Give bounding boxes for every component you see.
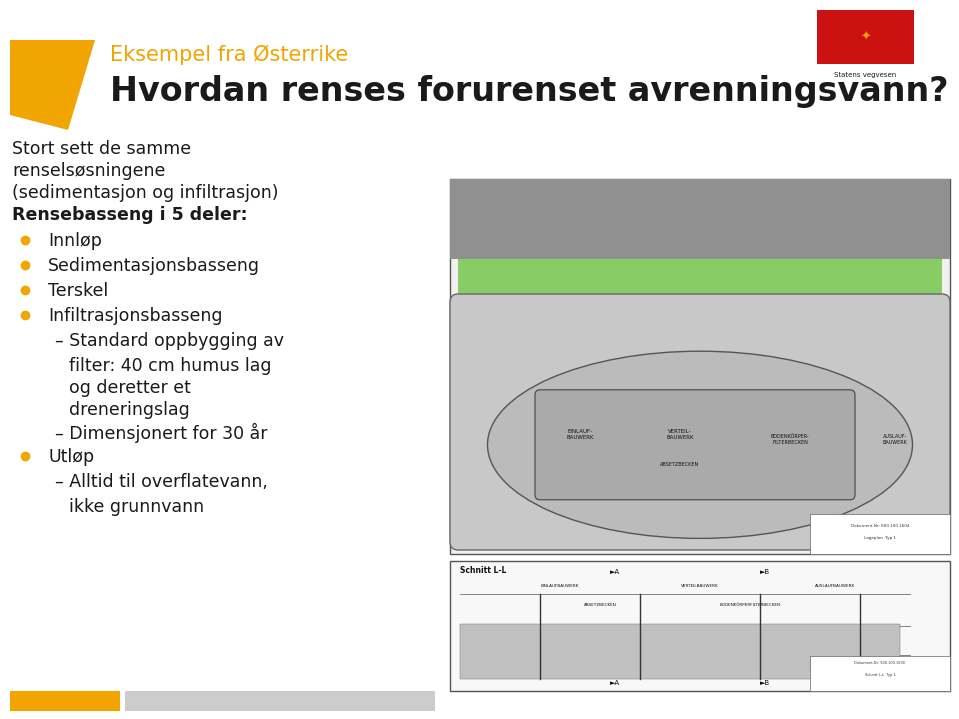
Text: Infiltrasjonsbasseng: Infiltrasjonsbasseng [48, 307, 222, 325]
Text: Dokument-Nr: 600.100.1604: Dokument-Nr: 600.100.1604 [851, 524, 909, 528]
Text: Rensebasseng i 5 deler:: Rensebasseng i 5 deler: [12, 206, 247, 224]
Text: dreneringslag: dreneringslag [69, 401, 190, 419]
Text: Sedimentasjonsbasseng: Sedimentasjonsbasseng [48, 257, 260, 275]
Text: og deretter et: og deretter et [69, 379, 191, 397]
Text: BODENKÖRPER-
FILTERBECKEN: BODENKÖRPER- FILTERBECKEN [771, 434, 809, 445]
Text: Schnitt L-L: Schnitt L-L [460, 566, 506, 575]
Bar [458, 259, 942, 294]
Text: ✦: ✦ [860, 31, 871, 44]
Text: EINLAUF-
BAUWERK: EINLAUF- BAUWERK [566, 429, 594, 440]
Bar [10, 691, 120, 711]
Text: – Alltid til overflatevann,: – Alltid til overflatevann, [55, 473, 268, 491]
FancyBboxPatch shape [817, 10, 914, 64]
Bar [810, 514, 950, 554]
Text: AUSLAUFBAUWERK: AUSLAUFBAUWERK [815, 585, 855, 588]
FancyBboxPatch shape [535, 390, 855, 500]
Text: Innløp: Innløp [48, 232, 102, 250]
Text: ►B: ►B [760, 569, 770, 575]
Text: (sedimentasjon og infiltrasjon): (sedimentasjon og infiltrasjon) [12, 184, 278, 202]
Text: BODENKÖRPERFILTERBECKEN: BODENKÖRPERFILTERBECKEN [719, 603, 781, 607]
Bar [125, 691, 435, 711]
Text: ABSETZBECKEN: ABSETZBECKEN [661, 462, 700, 467]
Ellipse shape [487, 351, 913, 539]
Text: Terskel: Terskel [48, 282, 108, 300]
Text: – Dimensjonert for 30 år: – Dimensjonert for 30 år [55, 423, 268, 443]
Polygon shape [10, 40, 95, 130]
Text: VERTEIL-
BAUWERK: VERTEIL- BAUWERK [667, 429, 693, 440]
Text: EINLAUFBAUWERK: EINLAUFBAUWERK [541, 585, 579, 588]
Text: Dokument-Nr: 900.100.1500: Dokument-Nr: 900.100.1500 [854, 661, 905, 665]
Text: – Standard oppbygging av: – Standard oppbygging av [55, 332, 284, 350]
FancyBboxPatch shape [450, 294, 950, 550]
Bar [810, 656, 950, 691]
Text: Schnitt L-L  Typ 1: Schnitt L-L Typ 1 [865, 673, 896, 677]
Text: ABSETZBECKEN: ABSETZBECKEN [584, 603, 617, 607]
Text: AUSLAUF-
BAUWERK: AUSLAUF- BAUWERK [882, 434, 907, 445]
Text: filter: 40 cm humus lag: filter: 40 cm humus lag [69, 357, 271, 375]
Bar [450, 561, 950, 691]
Bar [450, 179, 950, 259]
Text: Stort sett de samme: Stort sett de samme [12, 140, 191, 158]
Text: Utløp: Utløp [48, 448, 94, 466]
Text: ►B: ►B [760, 680, 770, 686]
Text: Lageplan  Typ 1: Lageplan Typ 1 [864, 536, 896, 540]
Text: Hvordan renses forurenset avrenningsvann?: Hvordan renses forurenset avrenningsvann… [110, 75, 948, 108]
Text: ►A: ►A [610, 680, 620, 686]
Text: renselsøsningene: renselsøsningene [12, 162, 165, 180]
Text: VERTEILBAUWERK: VERTEILBAUWERK [681, 585, 719, 588]
Text: ikke grunnvann: ikke grunnvann [69, 498, 204, 516]
Bar [450, 179, 950, 554]
Bar [460, 624, 900, 679]
Text: Statens vegvesen: Statens vegvesen [834, 73, 897, 78]
Text: ►A: ►A [610, 569, 620, 575]
Text: Eksempel fra Østerrike: Eksempel fra Østerrike [110, 45, 348, 65]
